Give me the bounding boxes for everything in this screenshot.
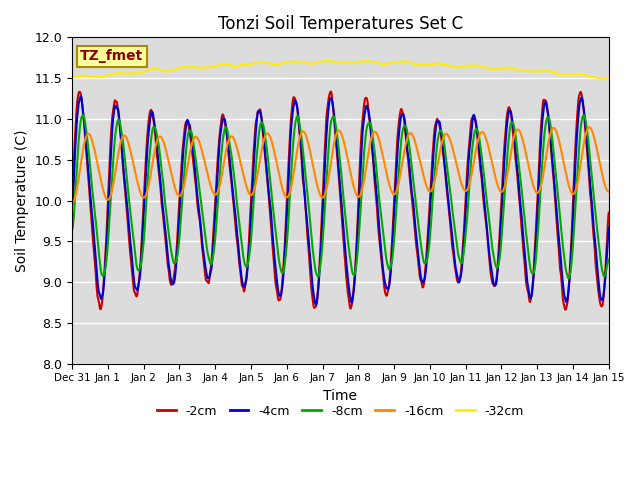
Line: -2cm: -2cm — [72, 92, 609, 310]
-16cm — [68, 200, 76, 206]
-32cm — [494, 66, 502, 72]
-2cm — [605, 210, 612, 216]
-4cm — [312, 301, 320, 307]
-4cm — [77, 93, 84, 99]
Line: -8cm: -8cm — [72, 115, 609, 278]
-16cm — [188, 143, 195, 148]
-2cm — [494, 257, 502, 263]
-32cm — [68, 74, 76, 80]
-8cm — [248, 225, 256, 231]
-32cm — [424, 62, 432, 68]
-2cm — [562, 307, 570, 312]
-2cm — [175, 215, 182, 221]
-4cm — [188, 138, 196, 144]
-8cm — [68, 227, 76, 233]
-8cm — [79, 112, 87, 118]
-4cm — [424, 235, 432, 241]
Title: Tonzi Soil Temperatures Set C: Tonzi Soil Temperatures Set C — [218, 15, 463, 33]
-8cm — [175, 242, 182, 248]
-4cm — [495, 261, 502, 267]
-4cm — [605, 225, 612, 230]
-32cm — [188, 63, 195, 69]
-2cm — [188, 143, 195, 148]
-2cm — [327, 89, 335, 95]
-4cm — [68, 202, 76, 207]
-32cm — [541, 68, 549, 74]
-16cm — [248, 192, 255, 198]
-4cm — [175, 223, 182, 229]
Legend: -2cm, -4cm, -8cm, -16cm, -32cm: -2cm, -4cm, -8cm, -16cm, -32cm — [152, 400, 529, 423]
-2cm — [541, 97, 549, 103]
Line: -4cm: -4cm — [72, 96, 609, 304]
-32cm — [598, 76, 606, 82]
-16cm — [605, 189, 612, 195]
-8cm — [424, 253, 432, 259]
-8cm — [605, 257, 612, 263]
Text: TZ_fmet: TZ_fmet — [80, 49, 143, 63]
-4cm — [542, 99, 550, 105]
-16cm — [175, 192, 182, 198]
-8cm — [494, 263, 502, 269]
-8cm — [541, 123, 549, 129]
X-axis label: Time: Time — [323, 389, 358, 403]
-2cm — [68, 183, 76, 189]
-32cm — [175, 65, 182, 71]
-32cm — [605, 75, 612, 81]
-16cm — [494, 182, 502, 188]
-16cm — [586, 124, 593, 130]
-8cm — [188, 131, 196, 136]
-4cm — [248, 197, 256, 203]
-8cm — [564, 276, 572, 281]
-32cm — [323, 58, 330, 64]
Y-axis label: Soil Temperature (C): Soil Temperature (C) — [15, 129, 29, 272]
Line: -16cm: -16cm — [72, 127, 609, 203]
-32cm — [248, 61, 255, 67]
-16cm — [424, 186, 431, 192]
-2cm — [248, 189, 255, 195]
-2cm — [424, 232, 432, 238]
Line: -32cm: -32cm — [72, 61, 609, 79]
-16cm — [541, 161, 549, 167]
